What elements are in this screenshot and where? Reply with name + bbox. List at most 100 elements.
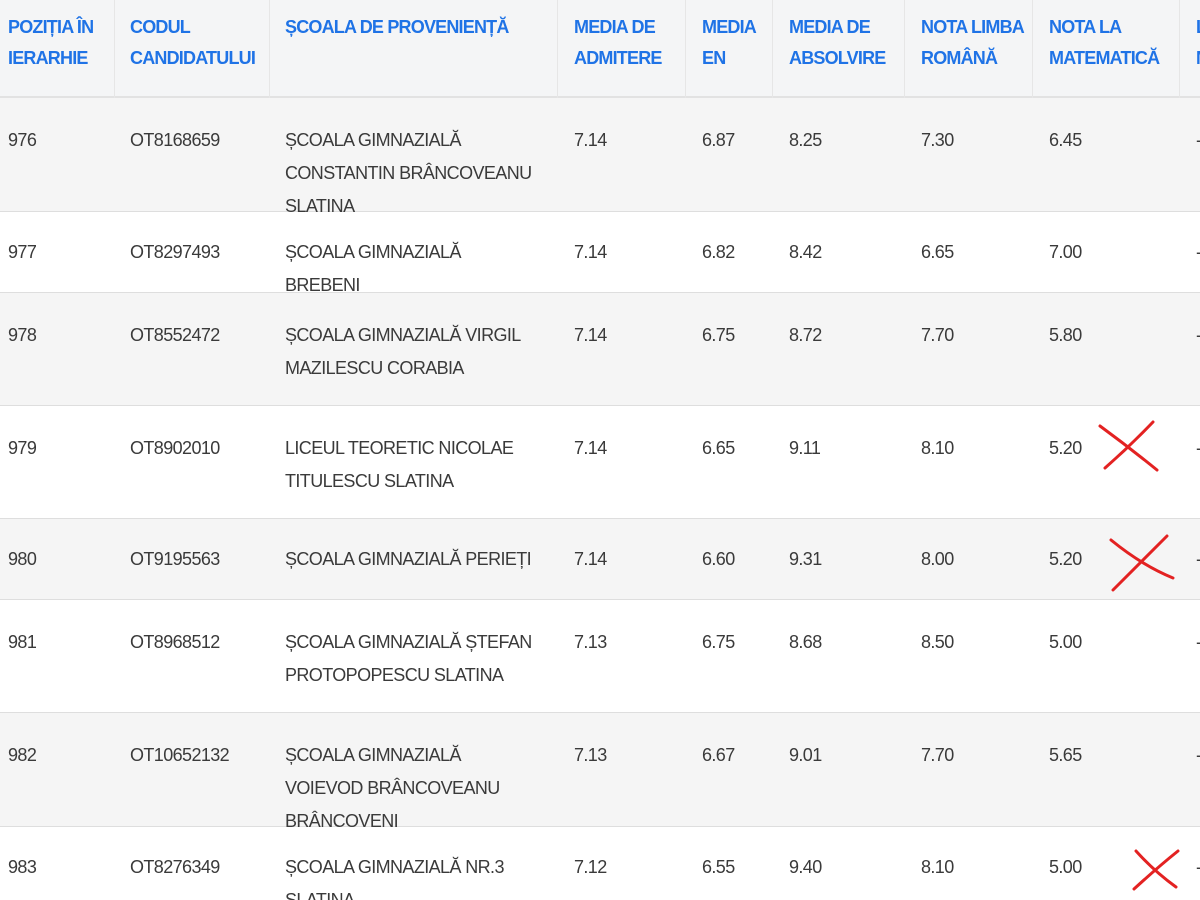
table-cell: 9.11 — [789, 438, 821, 458]
table-cell: 5.65 — [1049, 745, 1082, 765]
table-cell: 6.67 — [702, 745, 735, 765]
table-cell: ȘCOALA GIMNAZIALĂ BREBENI — [285, 242, 461, 295]
table-cell: 980 — [8, 549, 37, 569]
header-cell: MEDIA EN — [686, 0, 773, 98]
table-cell: 6.65 — [702, 438, 735, 458]
table-cell: OT8552472 — [130, 325, 220, 345]
table-row: 976 OT8168659 ȘCOALA GIMNAZIALĂ CONSTANTIN… — [0, 98, 1200, 216]
table-cell: 976 — [8, 130, 37, 150]
table-cell: LICEUL TEORETIC NICOLAE TITULESCU SLATIN… — [285, 438, 514, 491]
table-cell: 982 — [8, 745, 37, 765]
table-cell: 5.00 — [1049, 857, 1082, 877]
table-cell: ȘCOALA GIMNAZIALĂ VIRGIL MAZILESCU CORAB… — [285, 325, 521, 378]
table-cell: 7.14 — [574, 242, 607, 262]
header-cell: ȘCOALA DE PROVENIENȚĂ — [270, 0, 558, 98]
header-text: ABSOLVIRE — [789, 48, 886, 68]
table-cell: 977 — [8, 242, 37, 262]
table-cell: ȘCOALA GIMNAZIALĂ CONSTANTIN BRÂNCOVEANU… — [285, 130, 532, 216]
header-text: MEDIA DE — [789, 17, 871, 37]
table-cell: ȘCOALA GIMNAZIALĂ NR.3 SLATINA — [285, 857, 504, 900]
table-cell: 6.65 — [921, 242, 954, 262]
header-cell: MEDIA DE ADMITERE — [558, 0, 686, 98]
header-text: L — [1196, 12, 1200, 43]
table-cell: 5.00 — [1049, 632, 1082, 652]
table-cell: 7.12 — [574, 857, 607, 877]
table-cell: 7.13 — [574, 745, 607, 765]
header-cell: LM — [1180, 0, 1200, 98]
header-cell: MEDIA DE ABSOLVIRE — [773, 0, 905, 98]
table-cell: ȘCOALA GIMNAZIALĂ PERIEȚI — [285, 549, 532, 569]
table-cell: 7.70 — [921, 325, 954, 345]
table-cell: 7.14 — [574, 325, 607, 345]
table-cell: 9.31 — [789, 549, 822, 569]
header-cell: NOTA LIMBA ROMÂNĂ — [905, 0, 1033, 98]
table-cell: 6.82 — [702, 242, 735, 262]
header-text: EN — [702, 48, 726, 68]
table-cell: 8.68 — [789, 632, 822, 652]
header-text: MEDIA — [702, 17, 757, 37]
table-cell: 6.55 — [702, 857, 735, 877]
table-cell: ȘCOALA GIMNAZIALĂ VOIEVOD BRÂNCOVEANU BR… — [285, 745, 500, 831]
table-cell: OT9195563 — [130, 549, 220, 569]
table-cell: 6.87 — [702, 130, 735, 150]
table-row: 977 OT8297493 ȘCOALA GIMNAZIALĂ BREBENI 7.1… — [0, 212, 1200, 295]
table-cell: 7.13 — [574, 632, 607, 652]
header-cell: NOTA LA MATEMATICĂ — [1033, 0, 1180, 98]
table-row: 978 OT8552472 ȘCOALA GIMNAZIALĂ VIRGIL MAZ… — [0, 293, 1200, 406]
table-cell: 8.10 — [921, 857, 954, 877]
table-row: 979 OT8902010 LICEUL TEORETIC NICOLAE TITU… — [0, 406, 1200, 519]
table-cell: 9.40 — [789, 857, 822, 877]
table-cell: 6.75 — [702, 325, 735, 345]
table-cell: 8.42 — [789, 242, 822, 262]
table-cell: OT10652132 — [130, 745, 230, 765]
table-cell: 5.20 — [1049, 438, 1082, 458]
header-text: MEDIA DE — [574, 17, 656, 37]
header-text: ADMITERE — [574, 48, 662, 68]
header-text: POZIȚIA ÎN — [8, 17, 94, 37]
header-text: ȘCOALA DE PROVENIENȚĂ — [285, 17, 509, 37]
table-cell: 7.00 — [1049, 242, 1082, 262]
table-cell: OT8902010 — [130, 438, 220, 458]
header-text: IERARHIE — [8, 48, 88, 68]
header-row: POZIȚIA ÎN IERARHIE CODUL CANDIDATULUI ȘCOAL… — [0, 0, 1200, 98]
header-text: MATEMATICĂ — [1049, 48, 1160, 68]
table-cell: 981 — [8, 632, 37, 652]
header-text: CODUL — [130, 17, 191, 37]
table-cell: OT8276349 — [130, 857, 220, 877]
table-cell: OT8968512 — [130, 632, 220, 652]
table-cell: 983 — [8, 857, 37, 877]
table-cell: 5.80 — [1049, 325, 1082, 345]
table-cell: - — [1180, 600, 1200, 659]
table-cell: 978 — [8, 325, 37, 345]
header-text: M — [1196, 43, 1200, 74]
table-cell: 6.60 — [702, 549, 735, 569]
table-cell: 6.75 — [702, 632, 735, 652]
table-cell: - — [1180, 98, 1200, 157]
table-row: 980 OT9195563 ȘCOALA GIMNAZIALĂ PERIEȚI 7.1… — [0, 519, 1200, 600]
table-row: 983 OT8276349 ȘCOALA GIMNAZIALĂ NR.3 SLATI… — [0, 827, 1200, 900]
table-cell: 979 — [8, 438, 37, 458]
table-cell: - — [1180, 827, 1200, 884]
table-cell: 8.10 — [921, 438, 954, 458]
table-cell: - — [1180, 293, 1200, 352]
table-row: 981 OT8968512 ȘCOALA GIMNAZIALĂ ȘTEFAN PRO… — [0, 600, 1200, 713]
table-cell: 7.14 — [574, 130, 607, 150]
header-text: CANDIDATULUI — [130, 48, 256, 68]
table-cell: 5.20 — [1049, 549, 1082, 569]
table-cell: 6.45 — [1049, 130, 1082, 150]
header-text: NOTA LA — [1049, 17, 1122, 37]
table-cell: OT8297493 — [130, 242, 220, 262]
table-cell: 7.14 — [574, 549, 607, 569]
table-cell: 8.50 — [921, 632, 954, 652]
header-text: NOTA LIMBA — [921, 17, 1025, 37]
table-cell: 7.14 — [574, 438, 607, 458]
table-row: 982 OT10652132 ȘCOALA GIMNAZIALĂ VOIEVOD B… — [0, 713, 1200, 831]
header-cell: CODUL CANDIDATULUI — [115, 0, 270, 98]
table-cell: ȘCOALA GIMNAZIALĂ ȘTEFAN PROTOPOPESCU SL… — [285, 632, 532, 685]
table-cell: - — [1180, 519, 1200, 576]
table-cell: - — [1180, 713, 1200, 772]
table-cell: 9.01 — [789, 745, 822, 765]
table-cell: 8.00 — [921, 549, 954, 569]
